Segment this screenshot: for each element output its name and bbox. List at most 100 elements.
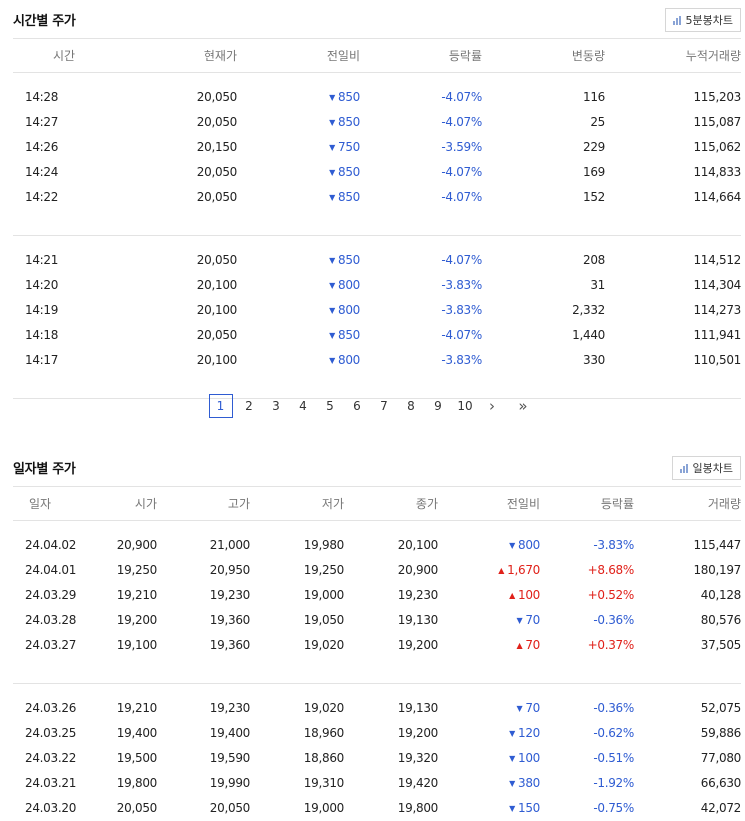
date-cell: 24.03.21	[25, 776, 77, 790]
open-cell: 19,800	[116, 776, 158, 790]
five-minute-chart-button[interactable]: 5분봉차트	[664, 8, 741, 32]
diff-value: 1,670	[507, 563, 540, 577]
volume-cell: 40,128	[700, 588, 742, 602]
triangle-down-icon: ▼	[516, 704, 523, 713]
rate-cell: -0.51%	[593, 751, 634, 765]
triangle-up-icon: ▲	[516, 641, 523, 650]
high-cell: 21,000	[209, 538, 251, 552]
next-page-icon[interactable]: ›	[489, 397, 495, 415]
diff-cell: ▼ 800	[440, 533, 542, 558]
rate-cell: -0.36%	[593, 701, 634, 715]
page-1-link[interactable]: 1	[208, 394, 233, 418]
table-row: 14:27 20,050 ▼ 850 -4.07% 25 115,087	[13, 110, 741, 135]
diff-cell: ▼ 850	[239, 323, 362, 348]
date-cell: 24.03.29	[25, 588, 77, 602]
hourly-header-row: 시간 현재가 전일비 등락률 변동량 누적거래량	[13, 38, 741, 73]
row-spacer	[13, 684, 741, 696]
page-3-link[interactable]: 3	[272, 399, 280, 413]
page-4-link[interactable]: 4	[299, 399, 307, 413]
date-cell: 24.03.20	[25, 801, 77, 815]
row-spacer	[13, 209, 741, 236]
close-cell: 19,230	[397, 588, 439, 602]
table-row: 24.03.21 19,800 19,990 19,310 19,420 ▼ 380 -1.9…	[13, 771, 741, 796]
high-cell: 20,050	[209, 801, 251, 815]
triangle-down-icon: ▼	[509, 754, 515, 763]
rate-cell: -4.07%	[441, 253, 482, 267]
table-row: 24.03.28 19,200 19,360 19,050 19,130 ▼ 70 -0.36…	[13, 608, 741, 633]
page-2-link[interactable]: 2	[245, 399, 253, 413]
page-10-link[interactable]: 10	[457, 399, 473, 413]
triangle-down-icon: ▼	[509, 779, 515, 788]
row-spacer	[13, 657, 741, 684]
date-cell: 24.03.28	[25, 613, 77, 627]
triangle-down-icon: ▼	[329, 356, 335, 365]
diff-value: 70	[525, 613, 540, 627]
col-volume: 변동량	[484, 38, 607, 73]
table-row: 14:21 20,050 ▼ 850 -4.07% 208 114,512	[13, 248, 741, 273]
triangle-down-icon: ▼	[329, 93, 335, 102]
low-cell: 18,860	[303, 751, 345, 765]
volume-cell: 52,075	[700, 701, 742, 715]
table-row: 24.03.26 19,210 19,230 19,020 19,130 ▼ 70 -0.36…	[13, 696, 741, 721]
diff-cell: ▼ 850	[239, 85, 362, 110]
table-row: 24.03.22 19,500 19,590 18,860 19,320 ▼ 100 -0.5…	[13, 746, 741, 771]
rate-cell: -0.75%	[593, 801, 634, 815]
daily-header-row: 일자 시가 고가 저가 종가 전일비 등락률 거래량	[13, 486, 741, 521]
volume-cell: 2,332	[572, 303, 605, 317]
col-time: 시간	[13, 38, 81, 73]
page-6-link[interactable]: 6	[353, 399, 361, 413]
col-high: 고가	[159, 486, 252, 521]
daily-chart-button[interactable]: 일봉차트	[671, 456, 741, 480]
col-close: 종가	[346, 486, 440, 521]
low-cell: 19,000	[303, 588, 345, 602]
diff-value: 850	[337, 190, 360, 204]
diff-cell: ▲ 100	[440, 583, 542, 608]
spacer-cell	[13, 657, 741, 684]
col-acc-volume: 누적거래량	[607, 38, 741, 73]
rate-cell: -4.07%	[441, 90, 482, 104]
acc-volume-cell: 114,833	[693, 165, 741, 179]
volume-cell: 152	[582, 190, 605, 204]
close-cell: 19,130	[397, 613, 439, 627]
bar-chart-icon	[679, 463, 688, 473]
diff-value: 850	[337, 90, 360, 104]
hourly-price-table: 시간 현재가 전일비 등락률 변동량 누적거래량 14:28 20,050 ▼ 850…	[13, 38, 741, 399]
close-cell: 20,100	[397, 538, 439, 552]
low-cell: 19,020	[303, 701, 345, 715]
diff-value: 70	[525, 701, 540, 715]
rate-cell: -3.83%	[593, 538, 634, 552]
low-cell: 19,250	[303, 563, 345, 577]
spacer-cell	[13, 236, 741, 248]
diff-cell: ▼ 70	[440, 608, 542, 633]
diff-cell: ▼ 100	[440, 746, 542, 771]
page-8-link[interactable]: 8	[407, 399, 415, 413]
diff-cell: ▼ 800	[239, 273, 362, 298]
diff-value: 800	[517, 538, 540, 552]
acc-volume-cell: 114,273	[693, 303, 741, 317]
price-cell: 20,050	[196, 328, 238, 342]
triangle-down-icon: ▼	[329, 306, 335, 315]
row-spacer	[13, 372, 741, 399]
date-cell: 24.03.26	[25, 701, 77, 715]
high-cell: 19,360	[209, 613, 251, 627]
diff-value: 800	[337, 278, 360, 292]
table-row: 14:28 20,050 ▼ 850 -4.07% 116 115,203	[13, 85, 741, 110]
table-row: 24.03.25 19,400 19,400 18,960 19,200 ▼ 120 -0.6…	[13, 721, 741, 746]
triangle-down-icon: ▼	[329, 281, 335, 290]
high-cell: 19,360	[209, 638, 251, 652]
page-9-link[interactable]: 9	[434, 399, 442, 413]
volume-cell: 229	[582, 140, 605, 154]
diff-value: 380	[517, 776, 540, 790]
open-cell: 19,250	[116, 563, 158, 577]
page-5-link[interactable]: 5	[326, 399, 334, 413]
acc-volume-cell: 114,512	[693, 253, 741, 267]
diff-value: 750	[337, 140, 360, 154]
diff-cell: ▼ 750	[239, 135, 362, 160]
low-cell: 19,050	[303, 613, 345, 627]
diff-value: 800	[337, 353, 360, 367]
rate-cell: -3.83%	[441, 303, 482, 317]
last-page-icon[interactable]: »	[518, 397, 528, 415]
close-cell: 20,900	[397, 563, 439, 577]
page-7-link[interactable]: 7	[380, 399, 388, 413]
acc-volume-cell: 111,941	[693, 328, 741, 342]
